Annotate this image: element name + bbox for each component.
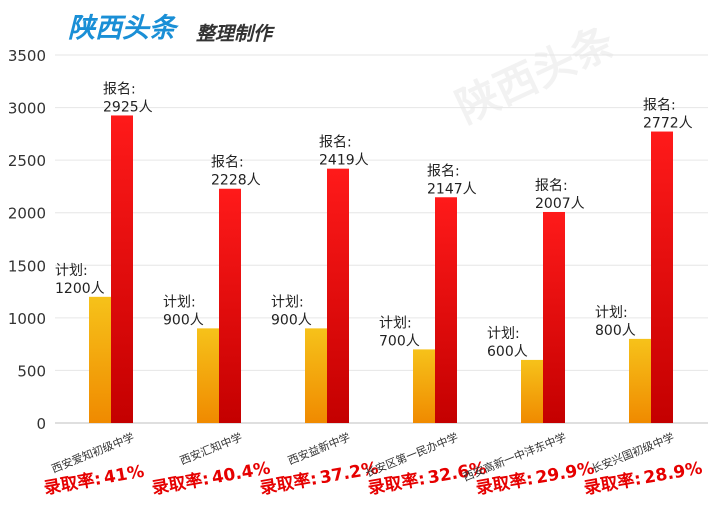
plan-label-value: 600人 — [487, 344, 528, 360]
apply-label-value: 2228人 — [211, 173, 261, 189]
plan-label-value: 1200人 — [55, 281, 105, 297]
plan-bar — [629, 338, 651, 423]
plan-label-prefix: 计划: — [271, 294, 304, 310]
apply-bar — [219, 188, 241, 423]
plan-bar — [413, 349, 435, 423]
plan-bar — [521, 359, 543, 423]
y-tick-label: 0 — [36, 415, 46, 433]
rate-value: 41% — [102, 462, 146, 489]
plan-label-value: 800人 — [595, 323, 636, 339]
plan-label-prefix: 计划: — [379, 315, 412, 331]
rate-label: 录取率: — [42, 468, 103, 499]
y-tick-label: 1000 — [8, 310, 46, 328]
apply-bar — [327, 168, 349, 423]
plan-label-prefix: 计划: — [55, 263, 88, 279]
category-label: 西安益新中学 — [286, 430, 352, 468]
admission-rate: 录取率:40.4% — [150, 457, 272, 498]
y-tick-label: 3500 — [8, 47, 46, 65]
apply-label-prefix: 报名: — [535, 178, 568, 194]
rate-label: 录取率: — [150, 468, 211, 499]
plan-bar — [89, 296, 111, 423]
y-tick-label: 1500 — [8, 257, 46, 275]
admission-rate: 录取率:28.9% — [582, 457, 704, 498]
plan-label-value: 700人 — [379, 333, 420, 349]
brand-logo: 陕西头条 — [68, 13, 179, 44]
plan-label-prefix: 计划: — [163, 294, 196, 310]
apply-label-value: 2925人 — [103, 99, 153, 115]
y-tick-label: 500 — [17, 362, 46, 380]
apply-label-value: 2419人 — [319, 153, 369, 169]
admission-rate: 录取率:37.2% — [258, 457, 380, 498]
apply-label-prefix: 报名: — [427, 163, 460, 179]
apply-bar — [543, 211, 565, 423]
y-tick-label: 3000 — [8, 100, 46, 118]
category-label: 西安汇知中学 — [178, 430, 244, 468]
plan-bar — [197, 328, 219, 423]
watermark: 陕西头条 — [449, 17, 622, 132]
apply-label-value: 2772人 — [643, 116, 693, 132]
header-subtitle: 整理制作 — [196, 23, 275, 45]
plan-label-value: 900人 — [271, 312, 312, 328]
plan-bar — [305, 328, 327, 423]
apply-label-prefix: 报名: — [211, 155, 244, 171]
apply-bar — [651, 131, 673, 423]
apply-label-value: 2147人 — [427, 181, 477, 197]
plan-label-value: 900人 — [163, 312, 204, 328]
y-tick-label: 2000 — [8, 205, 46, 223]
apply-label-prefix: 报名: — [643, 98, 676, 114]
apply-bar — [111, 115, 133, 423]
rate-value: 28.9% — [642, 458, 704, 488]
plan-label-prefix: 计划: — [595, 305, 628, 321]
y-tick-label: 2500 — [8, 152, 46, 170]
apply-label-prefix: 报名: — [319, 135, 352, 151]
apply-label-value: 2007人 — [535, 196, 585, 212]
apply-bar — [435, 197, 457, 423]
apply-label-prefix: 报名: — [103, 81, 136, 97]
plan-label-prefix: 计划: — [487, 326, 520, 342]
